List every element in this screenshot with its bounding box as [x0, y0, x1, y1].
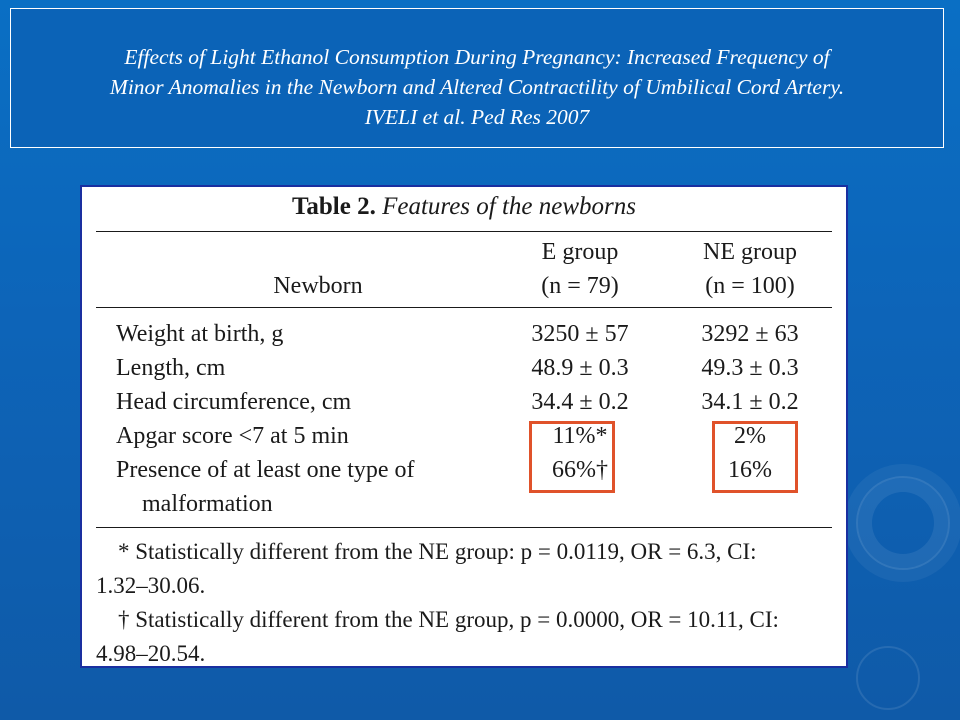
- row-label: Apgar score <7 at 5 min: [116, 423, 349, 449]
- caption-label: Table 2.: [292, 193, 376, 220]
- title-line: Effects of Light Ethanol Consumption Dur…: [124, 45, 830, 69]
- highlight-box-e: [529, 421, 615, 493]
- header-newborn: Newborn: [273, 273, 363, 299]
- row-label-cont: malformation: [142, 491, 273, 517]
- header-ne-group: NE group: [703, 239, 797, 265]
- footnote-line: * Statistically different from the NE gr…: [118, 539, 757, 564]
- header-e-n: (n = 79): [541, 273, 619, 299]
- row-label: Head circumference, cm: [116, 389, 352, 415]
- slide-title: Effects of Light Ethanol Consumption Dur…: [10, 8, 944, 148]
- decorative-swirl: [856, 476, 950, 570]
- table-rule-bottom: [96, 527, 832, 528]
- table-caption: Table 2. Features of the newborns: [82, 193, 846, 221]
- footnote-line: 4.98–20.54.: [96, 641, 206, 666]
- row-label: Presence of at least one type of: [116, 457, 415, 483]
- table-image: Table 2. Features of the newborns E grou…: [80, 185, 848, 668]
- row-ne-value: 2%: [734, 423, 766, 449]
- footnote-block: * Statistically different from the NE gr…: [96, 535, 832, 671]
- header-ne-n: (n = 100): [705, 273, 795, 299]
- caption-text: Features of the newborns: [382, 193, 636, 220]
- table-rule-header: [96, 307, 832, 308]
- highlight-box-ne: [712, 421, 798, 493]
- table-rule-top: [96, 231, 832, 232]
- title-citation: IVELI et al. Ped Res 2007: [364, 105, 590, 129]
- title-line: Minor Anomalies in the Newborn and Alter…: [109, 75, 845, 99]
- footnote-line: 1.32–30.06.: [96, 573, 206, 598]
- row-e-value: 34.4 ± 0.2: [531, 389, 629, 415]
- header-e-group: E group: [541, 239, 619, 265]
- row-e-value: 3250 ± 57: [531, 321, 629, 347]
- footnote-line: † Statistically different from the NE gr…: [118, 607, 779, 632]
- row-e-value: 11%*: [552, 423, 608, 449]
- row-label: Weight at birth, g: [116, 321, 284, 347]
- row-e-value: 66%†: [552, 457, 608, 483]
- row-ne-value: 3292 ± 63: [701, 321, 799, 347]
- row-ne-value: 34.1 ± 0.2: [701, 389, 799, 415]
- row-ne-value: 16%: [728, 457, 772, 483]
- row-ne-value: 49.3 ± 0.3: [701, 355, 799, 381]
- row-e-value: 48.9 ± 0.3: [531, 355, 629, 381]
- row-label: Length, cm: [116, 355, 226, 381]
- decorative-swirl: [856, 646, 920, 710]
